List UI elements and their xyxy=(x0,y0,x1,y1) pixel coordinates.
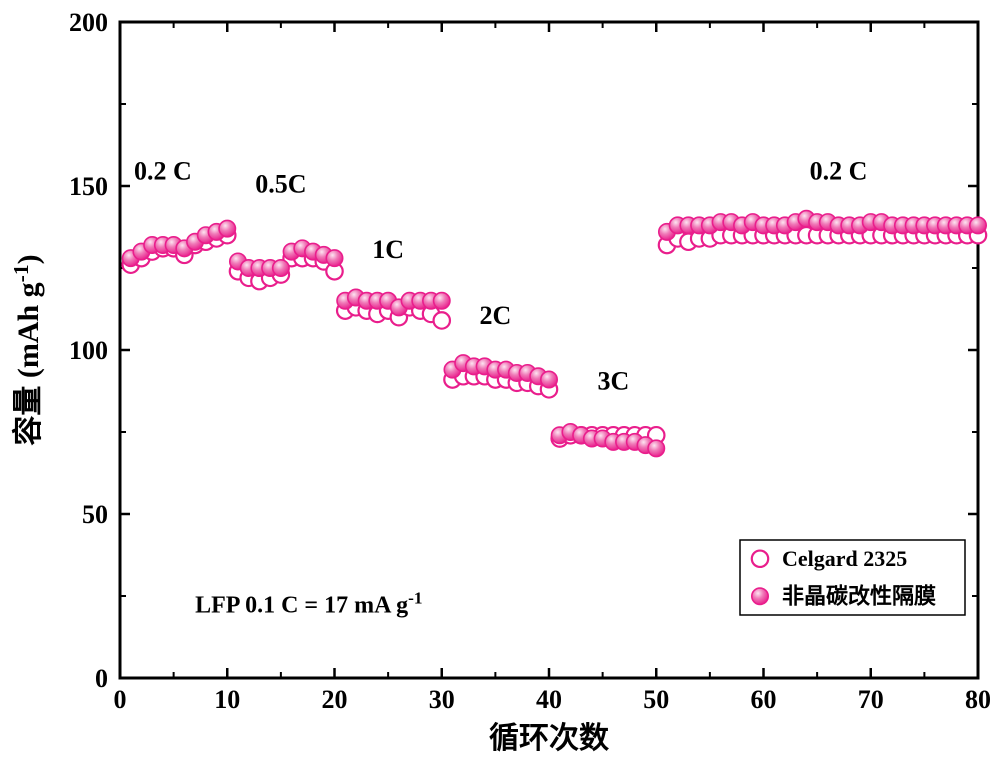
marker-open xyxy=(752,551,768,567)
x-tick-label: 40 xyxy=(536,685,562,714)
rate-label: 0.5C xyxy=(255,170,306,199)
x-tick-label: 80 xyxy=(965,685,991,714)
marker-filled xyxy=(219,220,235,236)
chart-svg: 0 10 20 30 40 50 60 70 80 循环次数 0 50 100 150 200 容量 (mAh… xyxy=(0,0,1000,759)
y-axis-title: 容量 (mAh g-1) xyxy=(9,254,45,445)
y-tick-label: 200 xyxy=(69,8,108,37)
y-tick-label: 150 xyxy=(69,172,108,201)
rate-label: 0.2 C xyxy=(134,156,192,185)
marker-open xyxy=(434,312,450,328)
marker-filled xyxy=(541,371,557,387)
rate-label: 1C xyxy=(372,235,404,264)
condition-annotation: LFP 0.1 C = 17 mA g-1 xyxy=(195,588,422,618)
marker-filled xyxy=(273,260,289,276)
marker-filled xyxy=(434,293,450,309)
rate-label: 0.2 C xyxy=(810,156,868,185)
x-tick-label: 20 xyxy=(322,685,348,714)
marker-filled xyxy=(970,217,986,233)
y-tick-label: 0 xyxy=(95,664,108,693)
legend-item-label: 非晶碳改性隔膜 xyxy=(782,583,936,608)
y-tick-label: 100 xyxy=(69,336,108,365)
x-tick-label: 10 xyxy=(214,685,240,714)
rate-capability-chart: 0 10 20 30 40 50 60 70 80 循环次数 0 50 100 150 200 容量 (mAh… xyxy=(0,0,1000,759)
x-axis-title: 循环次数 xyxy=(489,722,610,755)
legend-item-label: Celgard 2325 xyxy=(782,546,907,571)
x-tick-label: 60 xyxy=(751,685,777,714)
marker-filled xyxy=(326,250,342,266)
x-tick-label: 0 xyxy=(114,685,127,714)
x-tick-label: 50 xyxy=(643,685,669,714)
y-tick-label: 50 xyxy=(82,500,108,529)
rate-label: 2C xyxy=(479,301,511,330)
marker-filled xyxy=(752,588,768,604)
x-tick-label: 30 xyxy=(429,685,455,714)
rate-label: 3C xyxy=(597,366,629,395)
marker-filled xyxy=(648,440,664,456)
x-tick-label: 70 xyxy=(858,685,884,714)
